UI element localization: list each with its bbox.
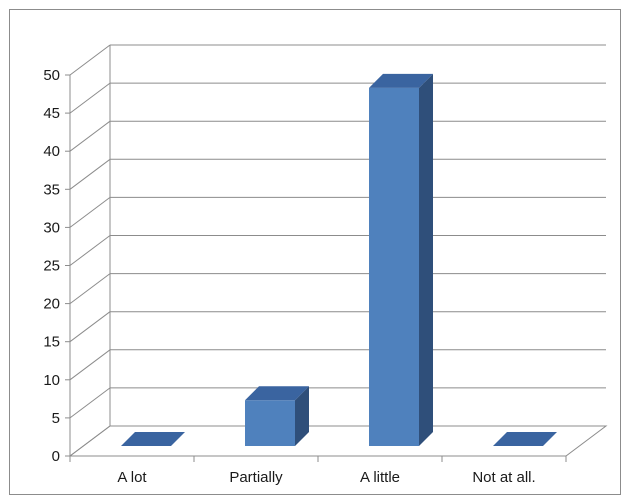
- bar-partially: [245, 386, 309, 446]
- bar-side: [295, 386, 309, 446]
- y-tick-label: 10: [43, 372, 60, 389]
- y-tick-label: 15: [43, 334, 60, 351]
- y-tick-label: 25: [43, 258, 60, 275]
- labels-layer: 0 5 10 15 20 25 30 35 40 45 50 A lot Partially A litt…: [43, 67, 535, 486]
- bar-top: [369, 73, 433, 88]
- bar-front: [369, 87, 419, 447]
- bar-side: [419, 73, 433, 447]
- gridline-side: [69, 387, 111, 419]
- x-category-label: A lot: [117, 469, 147, 486]
- y-tick-label: 45: [43, 105, 60, 122]
- bar-not-at-all: [493, 432, 557, 446]
- bar-a-lot: [121, 432, 185, 446]
- gridline-side: [69, 82, 111, 114]
- gridline-side: [69, 158, 111, 190]
- gridline-side: [69, 311, 111, 343]
- y-tick-label: 20: [43, 296, 60, 313]
- y-tick-label: 30: [43, 219, 60, 236]
- y-tick-label: 5: [52, 410, 60, 427]
- gridline-side: [69, 196, 111, 228]
- bar-top: [121, 432, 185, 446]
- gridline-side: [69, 44, 111, 76]
- bars-layer: [121, 73, 557, 447]
- gridline-side: [69, 273, 111, 305]
- gridline-side: [69, 120, 111, 152]
- axis-layer: [65, 74, 567, 462]
- y-tick-label: 40: [43, 143, 60, 160]
- bar-top: [493, 432, 557, 446]
- gridline-side: [69, 235, 111, 266]
- x-category-label: Partially: [229, 469, 283, 486]
- bar-top: [245, 386, 309, 401]
- y-tick-label: 50: [43, 67, 60, 84]
- chart-frame: [9, 9, 621, 495]
- x-category-label: Not at all.: [472, 469, 535, 486]
- x-category-label: A little: [360, 469, 400, 486]
- y-tick-label: 0: [52, 448, 60, 465]
- y-tick-label: 35: [43, 181, 60, 198]
- bar-a-little: [369, 73, 433, 447]
- bar-front: [245, 400, 295, 446]
- grid-layer: [68, 44, 608, 457]
- gridline-side: [69, 349, 111, 381]
